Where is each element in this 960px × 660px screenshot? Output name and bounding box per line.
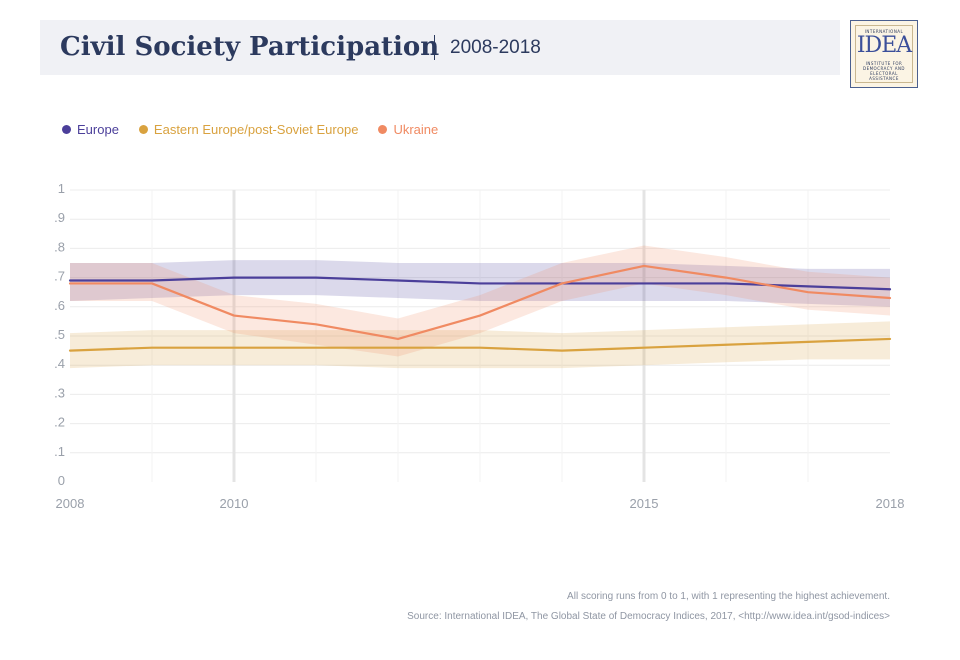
y-tick-label: .9 [54,210,65,225]
series-line-ukraine [68,264,892,341]
source-note: Source: International IDEA, The Global S… [407,611,890,622]
chart-subtitle: 2008-2018 [450,37,541,58]
y-tick-label: .8 [54,239,65,254]
logo-bottom-text: INSTITUTE FOR DEMOCRACY AND ELECTORAL AS… [862,61,906,81]
legend-label-eastern-europe: Eastern Europe/post-Soviet Europe [153,121,359,137]
logo-word: IDEA [856,33,912,58]
confidence-band-eastern-europe-post-soviet-europe [70,321,890,369]
legend-item-eastern-europe: Eastern Europe/post-Soviet Europe [138,121,359,137]
logo-frame: INTERNATIONAL IDEA INSTITUTE FOR DEMOCRA… [855,25,913,83]
y-tick-label: .3 [54,385,65,400]
chart-legend: Europe Eastern Europe/post-Soviet Europe… [62,121,458,137]
y-tick-label: .6 [54,298,65,313]
logo-top-text: INTERNATIONAL [864,29,904,34]
legend-label-ukraine: Ukraine [393,121,439,137]
y-tick-label: 0 [58,473,65,488]
idea-logo: INTERNATIONAL IDEA INSTITUTE FOR DEMOCRA… [850,20,918,88]
x-tick-label: 2008 [56,496,85,511]
y-tick-label: .7 [54,269,65,284]
legend-dot-ukraine [378,124,388,134]
y-tick-label: .5 [54,327,65,342]
series-line-eastern-europe-post-soviet-europe [68,337,892,352]
title-divider [434,35,435,60]
y-tick-label: .1 [54,444,65,459]
chart-title: Civil Society Participation [60,32,440,62]
legend-dot-europe [62,124,71,134]
x-tick-label: 2018 [876,496,905,511]
x-tick-label: 2010 [220,496,249,511]
series-line-europe [68,276,892,291]
y-tick-label: 1 [58,181,65,196]
y-tick-label: .2 [54,415,65,430]
confidence-band-ukraine [70,245,890,357]
legend-item-europe: Europe [62,122,119,137]
scoring-note: All scoring runs from 0 to 1, with 1 rep… [567,591,890,602]
y-tick-label: .4 [54,356,65,371]
legend-dot-eastern-europe [138,124,148,134]
legend-item-ukraine: Ukraine [378,122,438,137]
x-tick-label: 2015 [630,496,659,511]
title-bar: Civil Society Participation 2008-2018 [40,20,840,75]
legend-label-europe: Europe [77,121,119,137]
